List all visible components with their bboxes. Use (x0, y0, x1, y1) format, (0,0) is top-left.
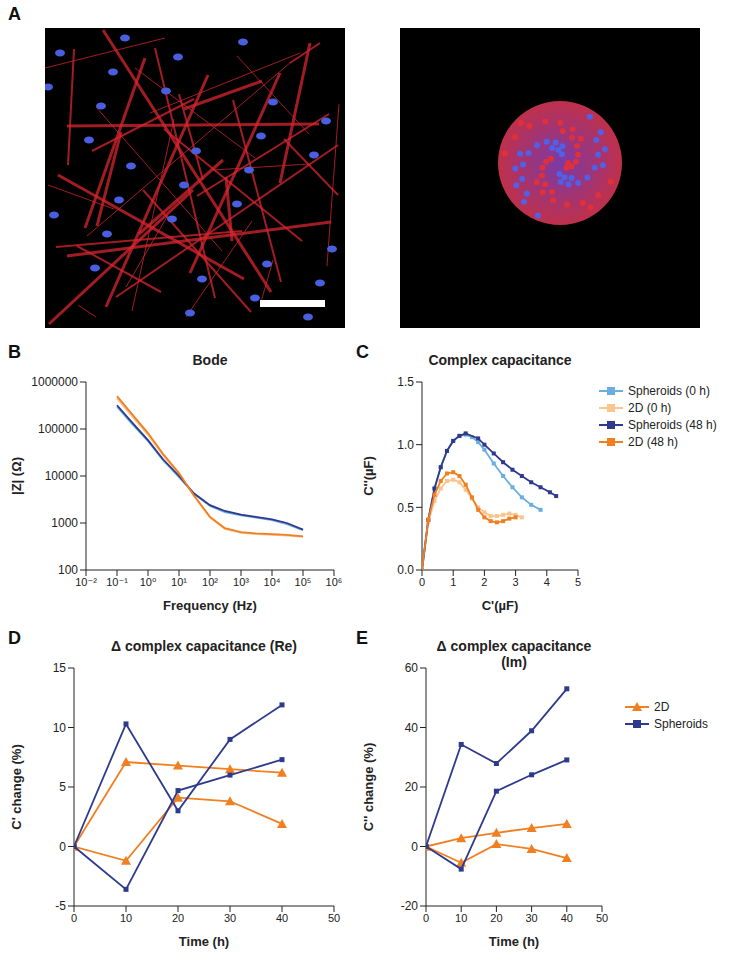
svg-text:100000: 100000 (38, 422, 78, 436)
svg-text:40: 40 (405, 721, 419, 735)
svg-text:0: 0 (419, 576, 425, 588)
svg-text:5: 5 (59, 780, 66, 794)
svg-text:0: 0 (423, 912, 429, 924)
svg-text:10⁰: 10⁰ (140, 576, 157, 588)
svg-text:C'(µF): C'(µF) (482, 598, 519, 613)
svg-text:10⁶: 10⁶ (326, 576, 343, 588)
html-text:2D: 2D (654, 700, 670, 714)
html-text:Bode: Bode (192, 352, 228, 368)
html-text:D: D (8, 628, 21, 648)
svg-text:Time (h): Time (h) (489, 934, 539, 949)
svg-text:10⁴: 10⁴ (264, 576, 281, 588)
svg-text:20: 20 (172, 912, 184, 924)
html-text:C: C (356, 342, 369, 362)
svg-text:10⁻¹: 10⁻¹ (106, 576, 128, 588)
svg-text:40: 40 (276, 912, 288, 924)
html-text:Δ complex capacitance (Im): Δ complex capacitance (Im) (436, 638, 592, 670)
svg-text:1.5: 1.5 (397, 375, 414, 389)
svg-text:Time (h): Time (h) (179, 934, 229, 949)
svg-text:10⁵: 10⁵ (295, 576, 312, 588)
html-text:Spheroids (48 h): Spheroids (48 h) (628, 418, 717, 432)
svg-text:50: 50 (328, 912, 340, 924)
svg-text:100: 100 (58, 563, 78, 577)
svg-text:1: 1 (450, 576, 456, 588)
svg-text:10²: 10² (202, 576, 218, 588)
svg-text:10³: 10³ (233, 576, 249, 588)
svg-text:3: 3 (513, 576, 519, 588)
svg-text:C'' change (%): C'' change (%) (362, 743, 376, 832)
html-text:Δ complex capacitance (Re): Δ complex capacitance (Re) (111, 638, 297, 654)
svg-text:C' change (%): C' change (%) (10, 744, 24, 829)
svg-text:10000: 10000 (45, 469, 79, 483)
svg-text:0.5: 0.5 (397, 501, 414, 515)
html-text:A: A (8, 4, 21, 24)
svg-text:10: 10 (455, 912, 467, 924)
svg-text:1000000: 1000000 (31, 375, 78, 389)
svg-text:0: 0 (411, 840, 418, 854)
svg-text:5: 5 (575, 576, 581, 588)
svg-text:Frequency (Hz): Frequency (Hz) (163, 598, 257, 613)
svg-text:1000: 1000 (51, 516, 78, 530)
html-text:Spheroids (0 h): Spheroids (0 h) (628, 384, 710, 398)
svg-text:60: 60 (405, 661, 419, 675)
svg-text:20: 20 (405, 780, 419, 794)
svg-text:10: 10 (53, 721, 67, 735)
svg-text:30: 30 (224, 912, 236, 924)
svg-text:0: 0 (59, 840, 66, 854)
svg-text:1.0: 1.0 (397, 438, 414, 452)
svg-text:30: 30 (525, 912, 537, 924)
svg-text:50: 50 (596, 912, 608, 924)
html-text:Complex capacitance: Complex capacitance (428, 352, 572, 368)
svg-text:0: 0 (71, 912, 77, 924)
svg-text:20: 20 (490, 912, 502, 924)
svg-text:10¹: 10¹ (171, 576, 187, 588)
html-text:B: B (8, 342, 21, 362)
svg-text:-5: -5 (55, 899, 66, 913)
html-text:2D (0 h): 2D (0 h) (628, 401, 672, 415)
svg-text:|Z| (Ω): |Z| (Ω) (10, 457, 24, 495)
svg-text:-20: -20 (401, 899, 419, 913)
html-text:E: E (356, 628, 368, 648)
html-text:2D (48 h): 2D (48 h) (628, 435, 678, 449)
svg-text:10: 10 (120, 912, 132, 924)
svg-text:40: 40 (561, 912, 573, 924)
svg-text:10⁻²: 10⁻² (75, 576, 97, 588)
svg-text:15: 15 (53, 661, 67, 675)
svg-text:C''(µF): C''(µF) (362, 456, 376, 496)
svg-text:4: 4 (544, 576, 550, 588)
html-text:Spheroids: Spheroids (654, 717, 708, 731)
svg-text:0.0: 0.0 (397, 563, 414, 577)
svg-text:2: 2 (481, 576, 487, 588)
